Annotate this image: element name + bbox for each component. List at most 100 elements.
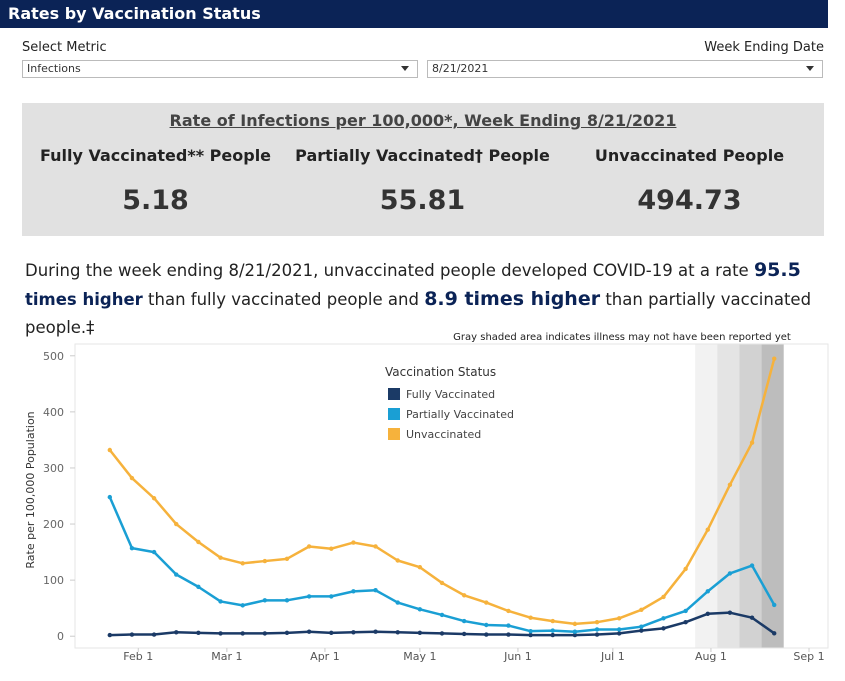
series-point — [417, 630, 423, 636]
series-point — [174, 630, 179, 635]
series-point — [107, 632, 113, 638]
x-tick-label: Jul 1 — [600, 650, 625, 663]
legend-label: Fully Vaccinated — [406, 388, 495, 401]
x-tick-label: Mar 1 — [211, 650, 242, 663]
series-point — [395, 558, 400, 563]
series-point — [107, 494, 113, 500]
series-point — [218, 555, 223, 560]
legend-swatch — [388, 388, 400, 400]
series-point — [373, 588, 378, 593]
series-point — [727, 482, 733, 487]
series-point — [616, 631, 622, 636]
series-point — [616, 616, 622, 621]
dropdown-value: Infections — [27, 62, 81, 75]
series-point — [572, 629, 578, 634]
series-point — [395, 600, 400, 605]
paragraph-segment: 8.9 times higher — [424, 288, 601, 310]
series-point — [461, 618, 467, 624]
chart: Gray shaded area indicates illness may n… — [24, 332, 829, 663]
series-point — [417, 607, 423, 612]
series-point — [639, 624, 644, 629]
series-point — [506, 608, 511, 614]
series-point — [550, 632, 555, 638]
series-point — [661, 594, 666, 600]
series-point — [218, 599, 223, 604]
series-point — [151, 632, 157, 637]
series-point — [705, 611, 710, 616]
series-point — [129, 475, 135, 481]
summary-value: 55.81 — [379, 185, 466, 216]
series-point — [705, 589, 710, 594]
series-point — [749, 615, 755, 620]
series-point — [616, 627, 622, 632]
series-point — [262, 558, 268, 564]
series-point — [484, 600, 489, 605]
dropdown[interactable]: Infections — [22, 60, 418, 78]
summary-value: 5.18 — [122, 185, 189, 216]
series-point — [506, 623, 511, 628]
x-tick-label: Apr 1 — [310, 650, 340, 663]
series-point — [284, 598, 290, 603]
summary-label: Unvaccinated People — [594, 146, 785, 165]
plot-frame — [74, 343, 829, 649]
series-point — [174, 572, 179, 577]
series-point — [683, 608, 688, 614]
legend-swatch — [388, 428, 400, 440]
series-point — [572, 632, 578, 638]
series-point — [661, 626, 666, 631]
legend-swatch — [388, 408, 400, 420]
dropdown-arrow — [806, 66, 814, 71]
y-tick-label: 0 — [57, 630, 64, 643]
series-point — [240, 561, 245, 566]
header-title: Rates by Vaccination Status — [0, 0, 828, 28]
series-point — [262, 598, 268, 603]
series-point — [240, 603, 245, 608]
series-point — [683, 566, 688, 572]
series-point — [218, 631, 223, 636]
summary-value: 494.73 — [637, 185, 742, 216]
summary-paragraph: During the week ending 8/21/2021, unvacc… — [25, 256, 815, 342]
y-tick-label: 300 — [43, 462, 64, 475]
series-point — [772, 631, 777, 636]
series-point — [151, 496, 157, 501]
paragraph-segment: During the week ending 8/21/2021, unvacc… — [25, 261, 754, 280]
paragraph-segment: times higher — [25, 290, 143, 309]
series-point — [749, 440, 755, 445]
legend-label: Unvaccinated — [406, 428, 481, 441]
series-point — [151, 549, 157, 555]
y-tick-label: 400 — [43, 406, 64, 419]
x-tick-label: May 1 — [403, 650, 436, 663]
shaded-region — [717, 344, 740, 648]
series-point — [727, 571, 733, 576]
series-point — [461, 631, 467, 637]
series-point — [107, 447, 113, 453]
series-point — [550, 628, 555, 633]
series-point — [528, 632, 533, 638]
series-point — [461, 593, 467, 598]
series-point — [329, 630, 334, 636]
series-point — [705, 527, 710, 532]
series-point — [284, 630, 290, 636]
series-point — [373, 629, 378, 634]
x-tick-label: Sep 1 — [793, 650, 824, 663]
filter-label: Select Metric — [22, 40, 107, 55]
annotation: Gray shaded area indicates illness may n… — [453, 332, 791, 343]
series-point — [550, 618, 555, 624]
paragraph-segment: than partially vaccinated people.‡ — [25, 290, 812, 337]
shaded-region — [695, 344, 718, 648]
series-point — [240, 631, 245, 636]
summary-title: Rate of Infections per 100,000*, Week En… — [169, 111, 677, 130]
series-point — [196, 584, 201, 590]
series-point — [594, 632, 600, 637]
series-point — [572, 621, 578, 627]
series-point — [439, 631, 445, 636]
series-point — [306, 544, 312, 549]
series-point — [683, 619, 688, 625]
series-point — [129, 545, 135, 551]
series-point — [439, 580, 445, 586]
series-point — [262, 631, 268, 636]
dropdown[interactable]: 8/21/2021 — [427, 60, 823, 78]
paragraph-segment: 95.5 — [753, 259, 801, 281]
series-point — [639, 607, 644, 613]
